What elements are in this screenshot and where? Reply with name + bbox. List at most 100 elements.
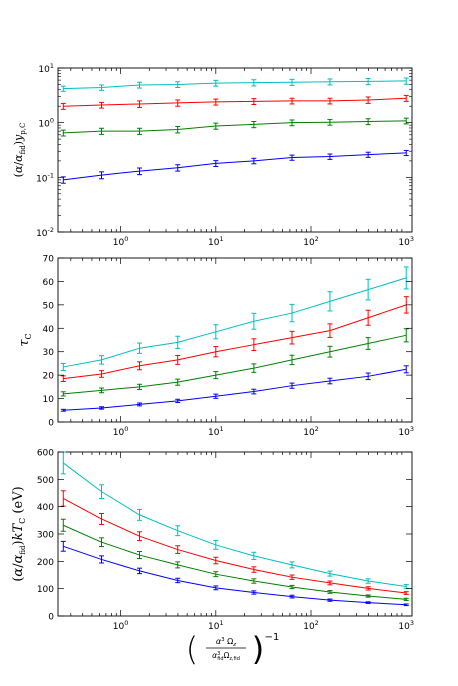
error-bar-middle-2-5 — [251, 363, 257, 373]
x-tick-label-bottom: 103 — [398, 619, 414, 632]
error-bar-middle-1-0 — [60, 375, 66, 382]
error-bar-bottom-2-8 — [365, 594, 371, 598]
x-label-numerator: α3 Ωz — [216, 637, 236, 648]
error-bar-bottom-2-3 — [175, 561, 181, 569]
y-tick-label-middle: 30 — [43, 348, 55, 358]
error-bar-bottom-3-0 — [60, 540, 66, 552]
error-bar-middle-0-2 — [137, 342, 143, 354]
error-bar-middle-1-3 — [175, 354, 181, 365]
error-bar-top-1-3 — [175, 99, 181, 107]
error-bar-middle-3-2 — [137, 402, 143, 407]
error-bar-bottom-3-9 — [403, 603, 409, 607]
ticks-layer-top: 100 101 102 103 101 100 10-1 10-2 — [36, 62, 414, 248]
series-line-middle-0 — [63, 277, 407, 368]
error-bar-bottom-2-7 — [327, 590, 333, 594]
error-bar-top-0-4 — [213, 79, 219, 87]
error-bar-top-2-5 — [251, 121, 257, 129]
error-bar-top-3-8 — [365, 151, 371, 158]
series-line-top-0 — [63, 80, 407, 90]
error-bar-top-2-4 — [213, 122, 219, 130]
error-bar-top-3-7 — [327, 153, 333, 160]
series-line-bottom-1 — [63, 498, 407, 594]
x-tick-label-top: 100 — [113, 235, 129, 248]
error-bar-bottom-1-3 — [175, 545, 181, 554]
error-bar-middle-2-4 — [213, 371, 219, 380]
x-axis-label: ( α3 Ωz α3 fidΩz,fid ) −1 — [186, 630, 280, 668]
error-bar-top-2-8 — [365, 118, 371, 126]
series-layer-bottom — [60, 451, 409, 607]
error-bar-bottom-0-4 — [213, 540, 219, 550]
error-bar-top-3-2 — [137, 167, 143, 176]
error-bar-bottom-3-7 — [327, 598, 333, 602]
error-bar-bottom-3-6 — [289, 594, 295, 599]
error-bar-top-3-3 — [175, 164, 181, 172]
error-bar-bottom-2-2 — [137, 550, 143, 560]
error-bar-top-2-6 — [289, 119, 295, 127]
y-axis-label-middle: τC — [17, 333, 33, 346]
y-tick-label-bottom: 600 — [37, 449, 54, 459]
x-label-paren-left: ( — [186, 630, 198, 668]
error-bar-middle-3-5 — [251, 388, 257, 395]
error-bar-top-0-0 — [60, 85, 66, 92]
x-tick-label-top: 103 — [398, 235, 414, 248]
series-line-bottom-0 — [62, 462, 407, 587]
error-bar-middle-2-2 — [137, 383, 143, 390]
series-line-middle-1 — [63, 304, 407, 380]
x-label-paren-right: ) — [252, 630, 264, 668]
error-bar-top-3-1 — [99, 171, 105, 180]
error-bar-bottom-0-5 — [251, 551, 257, 560]
error-bar-bottom-3-3 — [175, 577, 181, 584]
y-tick-label-middle: 60 — [43, 278, 55, 288]
plot-frame-bottom — [57, 451, 413, 617]
y-tick-label-top: 101 — [38, 62, 54, 75]
x-tick-label-top: 102 — [303, 235, 319, 248]
y-tick-label-middle: 10 — [43, 395, 55, 405]
error-bar-top-2-1 — [99, 127, 105, 135]
error-bar-top-1-2 — [137, 100, 143, 108]
x-tick-label-middle: 102 — [303, 425, 319, 438]
panel-bottom: 100 101 102 103 0 100 200 300 400 500 600 (α/αfid)… — [11, 449, 414, 669]
error-bar-top-0-1 — [99, 84, 105, 91]
error-bar-top-3-9 — [403, 149, 409, 157]
series-line-top-3 — [63, 152, 407, 181]
plot-frame-top — [57, 67, 413, 233]
error-bar-middle-0-6 — [289, 303, 295, 323]
error-bar-bottom-1-4 — [213, 556, 219, 565]
error-bar-middle-0-3 — [175, 335, 181, 349]
error-bar-middle-3-7 — [327, 377, 333, 385]
error-bar-middle-0-1 — [99, 355, 105, 365]
error-bar-bottom-2-4 — [213, 571, 219, 578]
series-line-middle-2 — [63, 334, 407, 395]
error-bar-top-0-2 — [137, 81, 143, 89]
error-bar-top-1-0 — [60, 102, 66, 110]
error-bar-middle-3-6 — [289, 382, 295, 389]
y-tick-label-top: 10-1 — [36, 171, 54, 184]
error-bar-top-1-6 — [289, 97, 295, 105]
error-bar-bottom-1-1 — [99, 513, 105, 525]
error-bar-middle-0-9 — [403, 266, 409, 290]
error-bar-middle-1-4 — [213, 346, 219, 358]
error-bar-middle-2-6 — [289, 354, 295, 366]
error-bar-middle-1-6 — [289, 330, 295, 345]
panel-middle: 100 101 102 103 0 10 20 30 40 50 60 70 τC — [17, 255, 414, 439]
error-bar-bottom-2-0 — [60, 518, 66, 532]
error-bar-bottom-2-5 — [251, 578, 257, 584]
error-bar-top-3-0 — [60, 176, 66, 184]
error-bar-middle-0-0 — [60, 362, 66, 371]
y-tick-label-top: 100 — [38, 117, 54, 130]
y-tick-label-bottom: 300 — [37, 531, 54, 541]
x-tick-label-bottom: 101 — [208, 619, 224, 632]
y-tick-label-middle: 0 — [48, 419, 54, 429]
error-bar-bottom-1-9 — [403, 591, 409, 595]
error-bar-top-1-1 — [99, 101, 105, 109]
error-bar-middle-3-0 — [60, 408, 66, 412]
error-bar-middle-1-7 — [327, 323, 333, 338]
error-bar-top-1-9 — [403, 94, 409, 102]
error-bar-bottom-3-5 — [251, 590, 257, 595]
error-bar-bottom-1-7 — [327, 580, 333, 586]
error-bar-middle-0-7 — [327, 291, 333, 312]
error-bar-middle-2-3 — [175, 378, 181, 386]
error-bar-top-0-7 — [327, 78, 333, 86]
error-bar-bottom-3-1 — [99, 555, 105, 564]
error-bar-middle-3-8 — [365, 372, 371, 381]
